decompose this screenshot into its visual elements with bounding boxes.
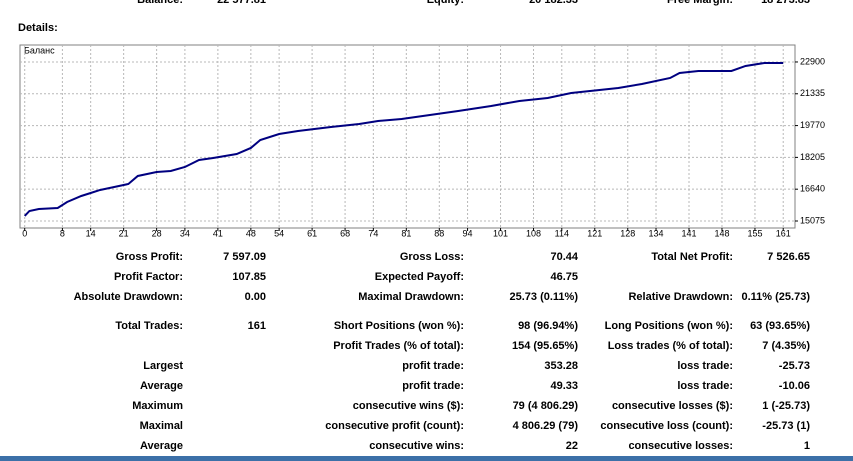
summary-row-value: 22 577.81 (217, 0, 266, 6)
row-value: 98 (96.94%) (518, 320, 578, 332)
row-label: Largest (143, 360, 183, 372)
x-tick-label: 128 (620, 228, 635, 238)
y-tick-label: 21335 (800, 88, 825, 98)
row-value: 70.44 (550, 251, 578, 263)
summary-row-value: 20 182.33 (529, 0, 578, 6)
row-value: 4 806.29 (79) (513, 420, 579, 432)
x-tick-label: 0 (22, 228, 27, 238)
summary-row-label: Free Margin: (667, 0, 733, 6)
row-value: 63 (93.65%) (750, 320, 810, 332)
x-tick-label: 141 (681, 228, 696, 238)
row-label: loss trade: (677, 360, 733, 372)
summary-row-label: Equity: (427, 0, 464, 6)
row-label: consecutive loss (count): (600, 420, 733, 432)
x-tick-label: 8 (60, 228, 65, 238)
x-tick-label: 34 (180, 228, 190, 238)
x-tick-label: 28 (152, 228, 162, 238)
x-tick-label: 108 (526, 228, 541, 238)
row-value: 79 (4 806.29) (513, 400, 579, 412)
row-value: 49.33 (550, 380, 578, 392)
x-tick-label: 14 (86, 228, 96, 238)
row-label: Relative Drawdown: (628, 291, 733, 303)
row-value: 46.75 (550, 271, 578, 283)
row-label: Average (140, 380, 183, 392)
row-value: 7 526.65 (767, 251, 810, 263)
balance-line (23, 61, 784, 217)
x-tick-label: 54 (274, 228, 284, 238)
x-tick-label: 121 (587, 228, 602, 238)
row-label: Absolute Drawdown: (74, 291, 183, 303)
row-label: consecutive losses: (628, 440, 733, 452)
x-tick-label: 68 (340, 228, 350, 238)
row-value: 1 (804, 440, 810, 452)
x-tick-label: 74 (368, 228, 378, 238)
row-label: profit trade: (402, 380, 464, 392)
row-value: 1 (-25.73) (762, 400, 810, 412)
row-value: 22 (566, 440, 578, 452)
row-label: loss trade: (677, 380, 733, 392)
details-title: Details: (18, 22, 58, 34)
status-bar (0, 456, 853, 461)
x-tick-label: 101 (493, 228, 508, 238)
row-value: -25.73 (1) (762, 420, 810, 432)
row-value: 353.28 (544, 360, 578, 372)
row-label: Profit Factor: (114, 271, 183, 283)
x-tick-label: 148 (714, 228, 729, 238)
row-label: Long Positions (won %): (605, 320, 733, 332)
row-value: 0.11% (25.73) (742, 291, 811, 303)
y-tick-label: 16640 (800, 184, 825, 194)
row-value: 154 (95.65%) (512, 340, 578, 352)
row-value: 25.73 (0.11%) (510, 291, 579, 303)
row-label: Expected Payoff: (375, 271, 464, 283)
x-tick-label: 61 (307, 228, 317, 238)
row-label: consecutive wins ($): (353, 400, 464, 412)
x-tick-label: 134 (649, 228, 664, 238)
row-label: Average (140, 440, 183, 452)
row-value: 107.85 (232, 271, 266, 283)
row-value: 7 (4.35%) (762, 340, 810, 352)
x-tick-label: 155 (747, 228, 762, 238)
chart-frame (19, 44, 796, 229)
row-value: 0.00 (245, 291, 266, 303)
x-tick-label: 114 (555, 228, 569, 238)
x-tick-label: 48 (246, 228, 256, 238)
x-tick-label: 81 (401, 228, 411, 238)
row-label: Profit Trades (% of total): (333, 340, 464, 352)
x-tick-label: 21 (119, 228, 129, 238)
row-value: -10.06 (779, 380, 810, 392)
y-tick-label: 22900 (800, 56, 825, 66)
row-label: consecutive wins: (369, 440, 464, 452)
row-label: Short Positions (won %): (334, 320, 464, 332)
y-tick-label: 19770 (800, 120, 825, 130)
row-value: 7 597.09 (223, 251, 266, 263)
row-label: consecutive losses ($): (612, 400, 733, 412)
chart-label: Баланс (24, 45, 55, 55)
row-label: profit trade: (402, 360, 464, 372)
row-value: 161 (248, 320, 266, 332)
y-tick-label: 15075 (800, 215, 825, 225)
row-label: Maximal (140, 420, 183, 432)
row-label: Gross Loss: (400, 251, 464, 263)
x-tick-label: 94 (463, 228, 473, 238)
y-tick-label: 18205 (800, 152, 825, 162)
x-tick-label: 88 (434, 228, 444, 238)
row-label: Total Trades: (115, 320, 183, 332)
row-label: Maximal Drawdown: (358, 291, 464, 303)
row-label: consecutive profit (count): (325, 420, 464, 432)
row-value: -25.73 (779, 360, 810, 372)
row-label: Total Net Profit: (651, 251, 733, 263)
summary-row-label: Balance: (137, 0, 183, 6)
row-label: Gross Profit: (116, 251, 183, 263)
x-tick-label: 161 (776, 228, 791, 238)
x-tick-label: 41 (213, 228, 223, 238)
summary-row-value: 18 273.83 (761, 0, 810, 6)
row-label: Loss trades (% of total): (608, 340, 733, 352)
row-label: Maximum (132, 400, 183, 412)
